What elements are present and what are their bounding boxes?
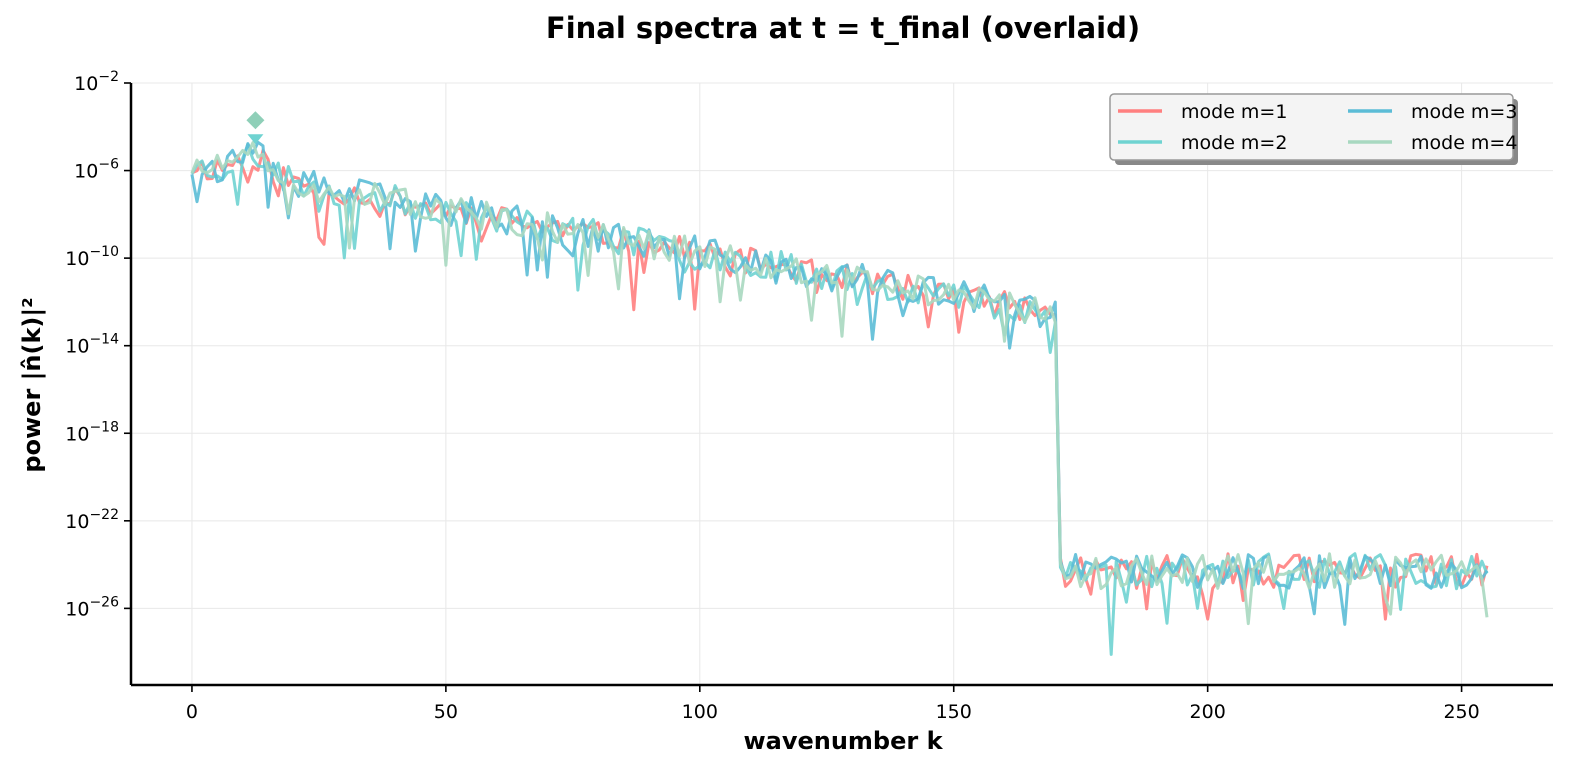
legend: mode m=1 mode m=2 mode m=3 mode m=4: [1109, 93, 1518, 165]
y-tick-label: 10−18: [65, 419, 119, 445]
series-line-4: [190, 141, 1489, 626]
x-tick-label: 150: [936, 701, 972, 723]
peak-marker: [247, 134, 264, 145]
y-tick-label: 10−22: [65, 507, 119, 533]
x-tick-label: 250: [1443, 701, 1479, 723]
y-tick-label: 10−10: [65, 244, 119, 270]
x-tick-label: 100: [682, 701, 718, 723]
legend-label: mode m=4: [1411, 132, 1517, 154]
chart-title: Final spectra at t = t_final (overlaid): [546, 11, 1140, 45]
legend-label: mode m=3: [1411, 101, 1517, 123]
y-axis-label: power |n̂(k)|²: [18, 297, 46, 472]
axes: 0 50 100 150 200 250 10−2 10−6 10−10 10−14 10−18 10…: [65, 69, 1553, 723]
series-layer: [190, 111, 1489, 656]
x-tick-label: 0: [186, 701, 198, 723]
peak-marker: [246, 111, 265, 130]
y-tick-label: 10−6: [74, 157, 119, 183]
legend-label: mode m=1: [1181, 101, 1287, 123]
series-line-3: [190, 140, 1489, 626]
x-tick-label: 50: [434, 701, 458, 723]
x-tick-label: 200: [1190, 701, 1226, 723]
legend-box: [1109, 93, 1514, 161]
x-axis-label: wavenumber k: [743, 727, 943, 755]
legend-label: mode m=2: [1181, 132, 1287, 154]
y-tick-label: 10−26: [65, 594, 119, 620]
y-tick-label: 10−2: [74, 69, 119, 95]
y-tick-label: 10−14: [65, 332, 119, 358]
